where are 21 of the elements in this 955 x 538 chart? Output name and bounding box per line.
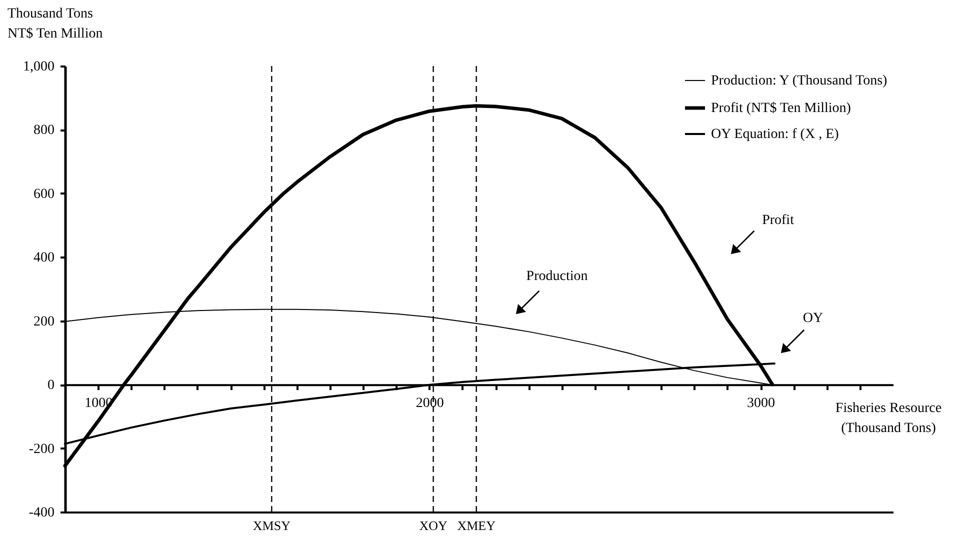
y-tick-label: 600 bbox=[34, 186, 54, 202]
legend-label: OY Equation: f (X , E) bbox=[711, 127, 840, 142]
ref-line-label: XOY bbox=[419, 518, 448, 533]
x-axis-title: Fisheries Resource (Thousand Tons) bbox=[835, 401, 942, 436]
y-axis-title: Thousand Tons NT$ Ten Million bbox=[8, 6, 103, 42]
legend-label: Production: Y (Thousand Tons) bbox=[711, 74, 888, 88]
annotation: OY bbox=[802, 311, 824, 326]
ref-line-label: XMEY bbox=[457, 518, 496, 533]
y-tick-label: 800 bbox=[34, 123, 54, 138]
x-tick-label: 2000 bbox=[416, 396, 444, 412]
annotation: Profit bbox=[762, 213, 794, 228]
ref-line-label: XMSY bbox=[252, 518, 292, 533]
x-tick-label: 3000 bbox=[747, 396, 776, 412]
y-tick-label: -400 bbox=[28, 506, 54, 520]
y-tick-label: 400 bbox=[34, 250, 54, 266]
y-tick-label: 200 bbox=[34, 314, 54, 330]
legend-label: Profit (NT$ Ten Million) bbox=[711, 101, 852, 116]
y-tick-label: 1,000 bbox=[23, 60, 54, 74]
y-tick-label: -200 bbox=[28, 442, 54, 457]
y-tick-label: 0 bbox=[48, 378, 54, 394]
annotation: Production bbox=[526, 269, 588, 284]
